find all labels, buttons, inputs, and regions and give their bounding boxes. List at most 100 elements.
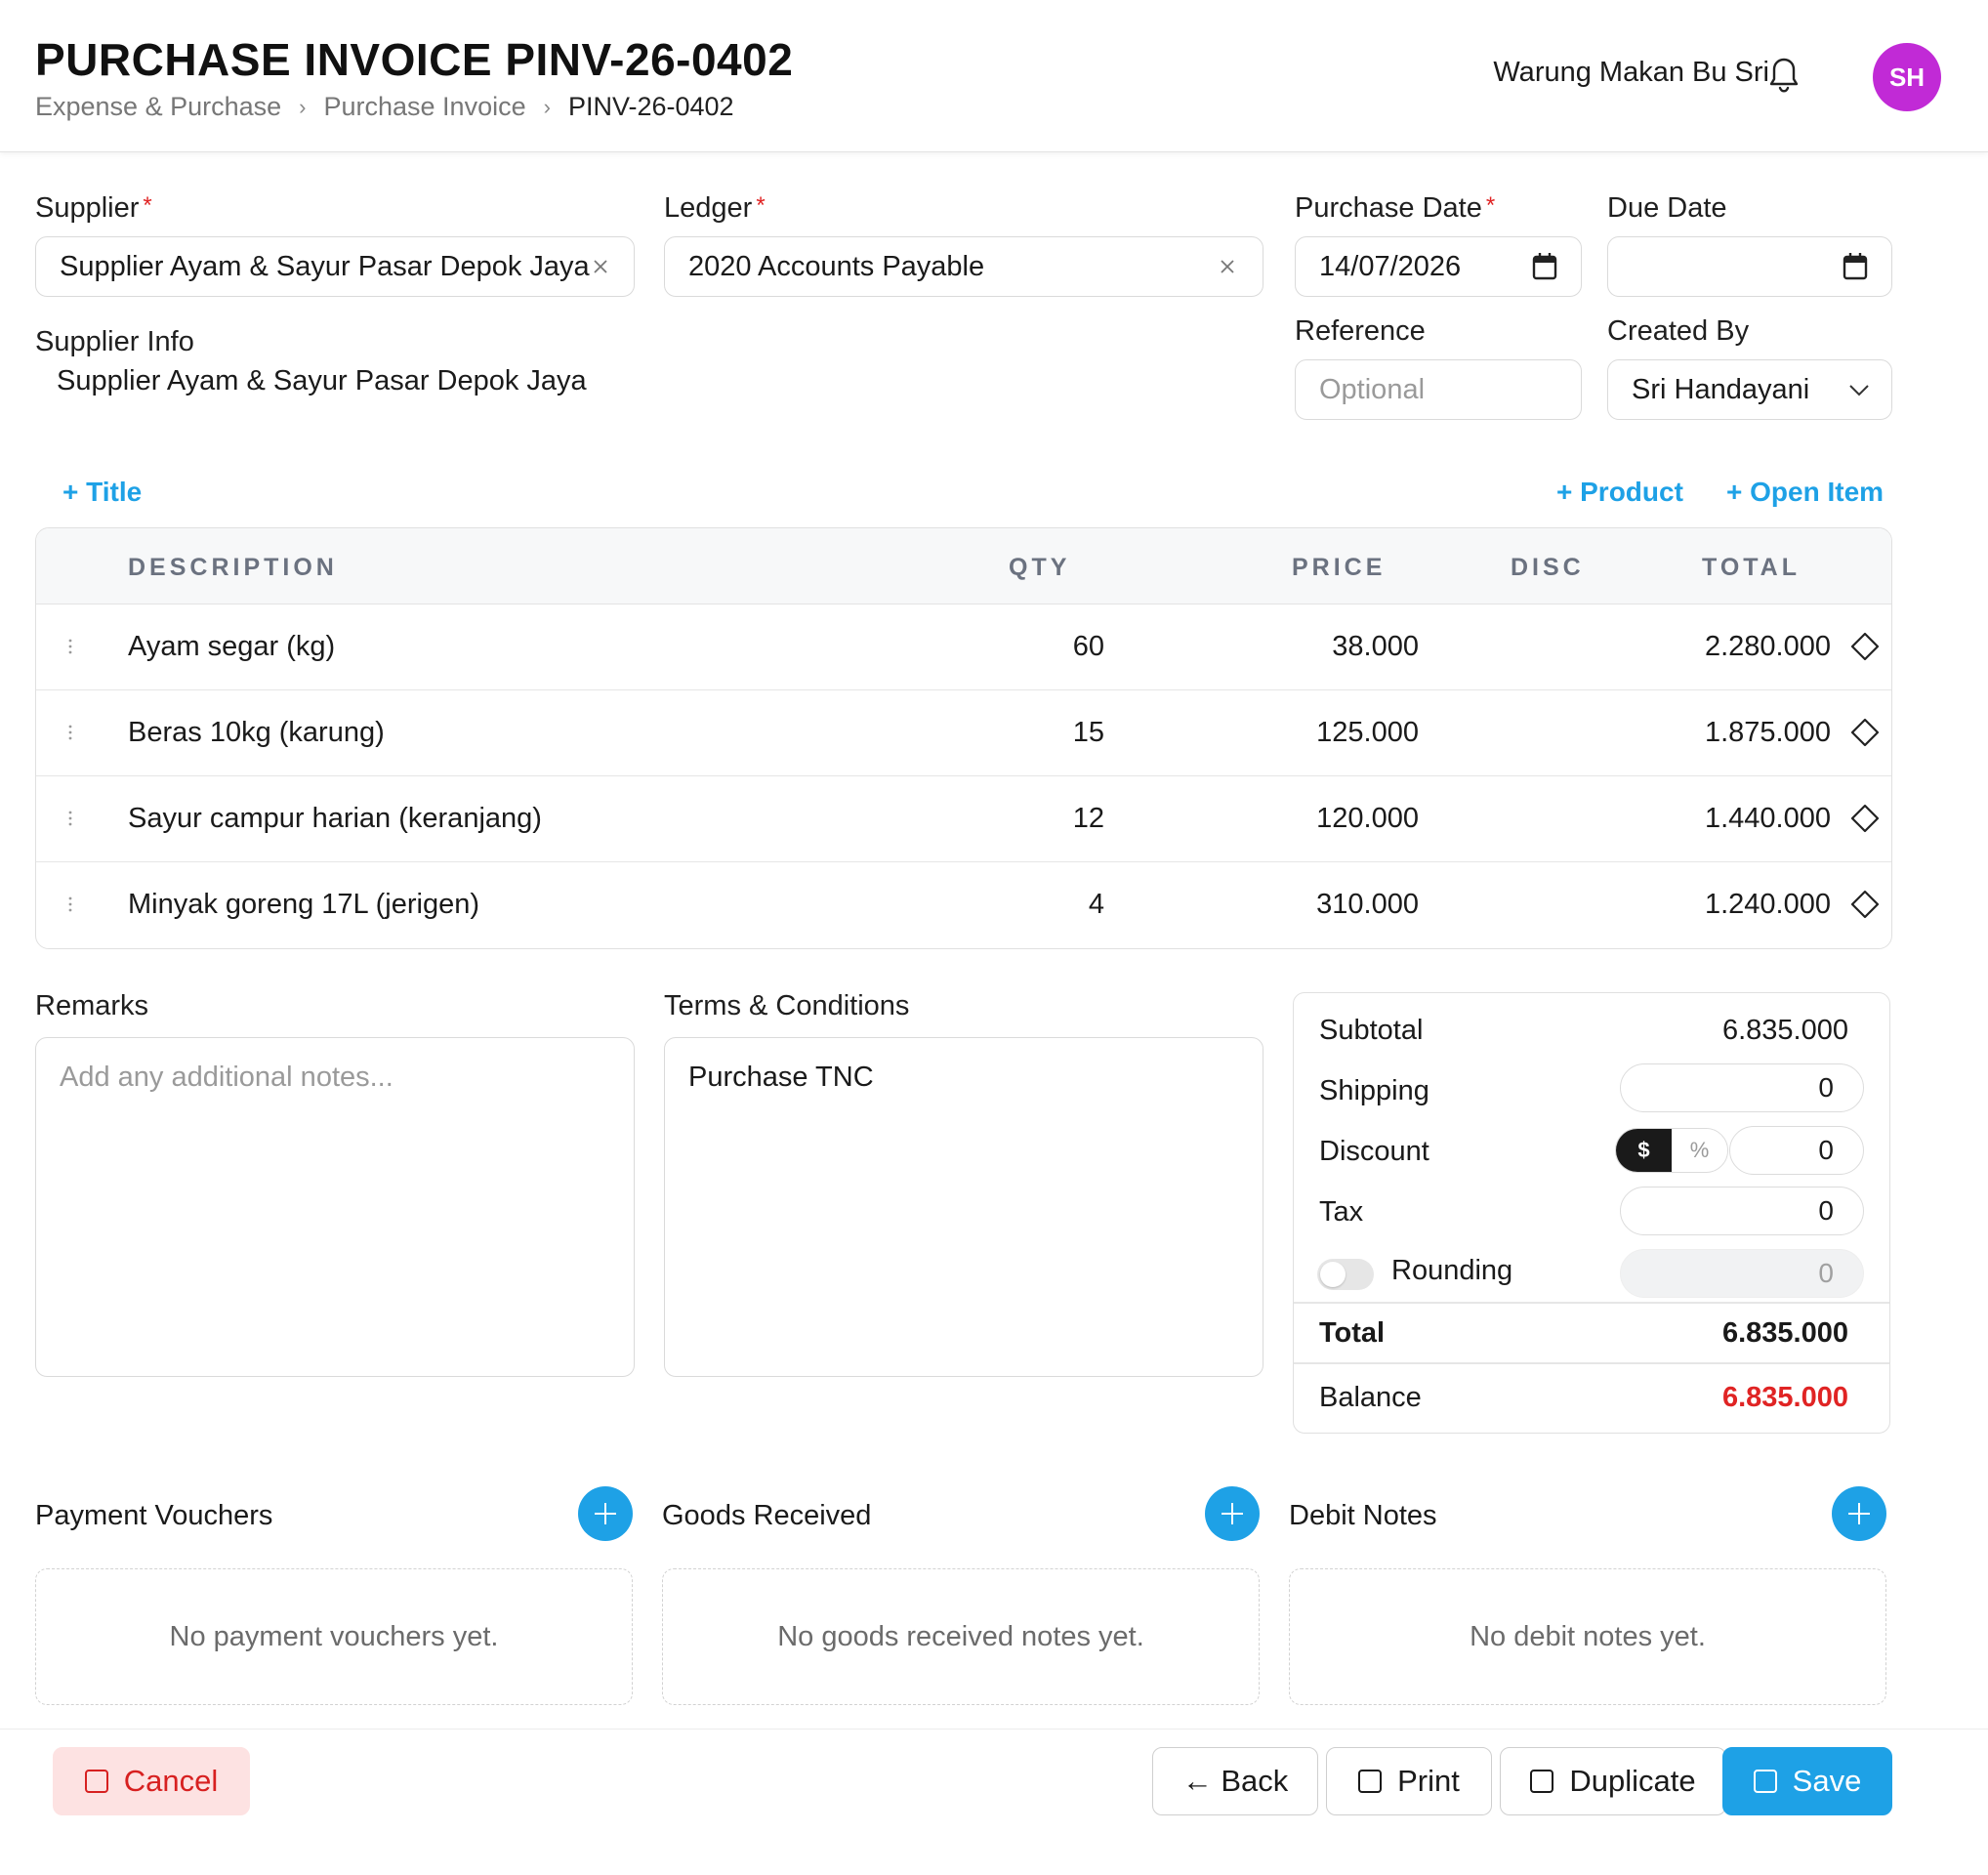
item-description[interactable]: Beras 10kg (karung) bbox=[128, 717, 385, 748]
supplier-info-label: Supplier Info bbox=[35, 326, 194, 357]
app-header: PURCHASE INVOICE PINV-26-0402 Expense & … bbox=[0, 0, 1988, 152]
drag-handle-icon[interactable] bbox=[65, 724, 75, 743]
diamond-icon[interactable] bbox=[1850, 890, 1880, 919]
ledger-label: Ledger * bbox=[664, 192, 766, 224]
item-price[interactable]: 120.000 bbox=[1316, 803, 1419, 834]
item-qty[interactable]: 12 bbox=[1072, 803, 1104, 834]
avatar[interactable]: SH bbox=[1873, 43, 1941, 111]
rounding-toggle[interactable] bbox=[1317, 1259, 1374, 1290]
item-total: 1.875.000 bbox=[1704, 717, 1831, 748]
payment-vouchers-empty: No payment vouchers yet. bbox=[35, 1568, 633, 1705]
diamond-icon[interactable] bbox=[1850, 804, 1880, 833]
supplier-label: Supplier * bbox=[35, 192, 152, 224]
chevron-down-icon bbox=[1849, 385, 1869, 396]
totals-divider bbox=[1294, 1302, 1889, 1304]
add-goods-received-button[interactable] bbox=[1205, 1486, 1260, 1541]
add-debit-note-button[interactable] bbox=[1832, 1486, 1886, 1541]
back-label: ← Back bbox=[1181, 1764, 1289, 1798]
supplier-info-value: Supplier Ayam & Sayur Pasar Depok Jaya bbox=[57, 365, 587, 396]
items-table: DESCRIPTION QTY PRICE DISC TOTAL Ayam se… bbox=[35, 527, 1892, 949]
shipping-label: Shipping bbox=[1319, 1075, 1429, 1106]
payment-vouchers-title: Payment Vouchers bbox=[35, 1500, 273, 1531]
back-button[interactable]: ← Back bbox=[1152, 1747, 1318, 1815]
shipping-input[interactable]: 0 bbox=[1620, 1063, 1864, 1112]
item-description[interactable]: Minyak goreng 17L (jerigen) bbox=[128, 889, 480, 920]
tax-input[interactable]: 0 bbox=[1620, 1187, 1864, 1235]
drag-handle-icon[interactable] bbox=[65, 896, 75, 915]
item-price[interactable]: 38.000 bbox=[1332, 631, 1419, 662]
created-by-select[interactable]: Sri Handayani bbox=[1607, 359, 1892, 420]
print-button[interactable]: Print bbox=[1326, 1747, 1492, 1815]
item-total: 1.240.000 bbox=[1704, 889, 1831, 920]
reference-label: Reference bbox=[1295, 315, 1426, 347]
table-row[interactable]: Sayur campur harian (keranjang) 12 120.0… bbox=[36, 776, 1891, 862]
ledger-select[interactable]: 2020 Accounts Payable bbox=[664, 236, 1263, 297]
item-price[interactable]: 310.000 bbox=[1316, 889, 1419, 920]
column-price: PRICE bbox=[1292, 554, 1387, 581]
save-button[interactable]: Save bbox=[1722, 1747, 1892, 1815]
debit-notes-empty: No debit notes yet. bbox=[1289, 1568, 1886, 1705]
breadcrumb-item-current: PINV-26-0402 bbox=[567, 92, 734, 121]
plus-icon bbox=[1848, 1503, 1870, 1524]
supplier-select[interactable]: Supplier Ayam & Sayur Pasar Depok Jaya bbox=[35, 236, 635, 297]
item-qty[interactable]: 4 bbox=[1088, 889, 1104, 920]
item-qty[interactable]: 15 bbox=[1072, 717, 1104, 748]
discount-input[interactable]: 0 bbox=[1729, 1126, 1864, 1175]
add-open-item-link[interactable]: + Open Item bbox=[1726, 477, 1884, 507]
reference-input[interactable]: Optional bbox=[1295, 359, 1582, 420]
cancel-button[interactable]: Cancel bbox=[53, 1747, 250, 1815]
duplicate-label: Duplicate bbox=[1569, 1764, 1696, 1798]
calendar-icon[interactable] bbox=[1841, 251, 1870, 282]
remarks-textarea[interactable]: Add any additional notes... bbox=[35, 1037, 635, 1377]
purchase-date-label: Purchase Date * bbox=[1295, 192, 1496, 224]
due-date-label: Due Date bbox=[1607, 192, 1727, 224]
breadcrumb-item-expense-purchase[interactable]: Expense & Purchase bbox=[35, 92, 282, 121]
page-title: PURCHASE INVOICE PINV-26-0402 bbox=[35, 34, 794, 85]
duplicate-button[interactable]: Duplicate bbox=[1500, 1747, 1726, 1815]
plus-icon bbox=[1222, 1503, 1243, 1524]
remarks-label: Remarks bbox=[35, 990, 149, 1021]
rounding-label: Rounding bbox=[1391, 1255, 1513, 1286]
discount-mode-toggle: $ % bbox=[1615, 1128, 1728, 1173]
add-title-link[interactable]: + Title bbox=[62, 477, 143, 507]
drag-handle-icon[interactable] bbox=[65, 638, 75, 657]
bell-icon[interactable] bbox=[1767, 56, 1801, 95]
drag-handle-icon[interactable] bbox=[65, 810, 75, 829]
goods-received-title: Goods Received bbox=[662, 1500, 872, 1531]
created-by-value: Sri Handayani bbox=[1632, 373, 1810, 405]
remarks-placeholder: Add any additional notes... bbox=[60, 1062, 393, 1093]
breadcrumb: Expense & Purchase › Purchase Invoice › … bbox=[35, 92, 734, 122]
purchase-date-field[interactable]: 14/07/2026 bbox=[1295, 236, 1582, 297]
add-product-link[interactable]: + Product bbox=[1556, 477, 1683, 507]
item-description[interactable]: Ayam segar (kg) bbox=[128, 631, 336, 662]
calendar-icon[interactable] bbox=[1530, 251, 1559, 282]
ledger-value: 2020 Accounts Payable bbox=[688, 250, 985, 282]
discount-mode-dollar[interactable]: $ bbox=[1616, 1129, 1672, 1172]
due-date-field[interactable] bbox=[1607, 236, 1892, 297]
add-payment-voucher-button[interactable] bbox=[578, 1486, 633, 1541]
debit-notes-title: Debit Notes bbox=[1289, 1500, 1437, 1531]
column-total: TOTAL bbox=[1702, 554, 1802, 581]
discount-label: Discount bbox=[1319, 1136, 1429, 1167]
table-row[interactable]: Beras 10kg (karung) 15 125.000 1.875.000 bbox=[36, 690, 1891, 776]
item-description[interactable]: Sayur campur harian (keranjang) bbox=[128, 803, 542, 834]
terms-label: Terms & Conditions bbox=[664, 990, 910, 1021]
table-row[interactable]: Minyak goreng 17L (jerigen) 4 310.000 1.… bbox=[36, 862, 1891, 948]
square-icon bbox=[84, 1770, 108, 1793]
purchase-date-value: 14/07/2026 bbox=[1319, 250, 1462, 282]
terms-textarea[interactable]: Purchase TNC bbox=[664, 1037, 1263, 1377]
item-price[interactable]: 125.000 bbox=[1316, 717, 1419, 748]
totals-divider bbox=[1294, 1362, 1889, 1364]
clear-icon[interactable] bbox=[591, 257, 610, 276]
subtotal-value: 6.835.000 bbox=[1721, 1015, 1848, 1046]
tax-label: Tax bbox=[1319, 1196, 1364, 1228]
item-qty[interactable]: 60 bbox=[1072, 631, 1104, 662]
table-row[interactable]: Ayam segar (kg) 60 38.000 2.280.000 bbox=[36, 604, 1891, 690]
diamond-icon[interactable] bbox=[1850, 718, 1880, 747]
balance-value: 6.835.000 bbox=[1721, 1382, 1848, 1413]
diamond-icon[interactable] bbox=[1850, 632, 1880, 661]
total-value: 6.835.000 bbox=[1721, 1317, 1848, 1349]
clear-icon[interactable] bbox=[1218, 257, 1237, 276]
breadcrumb-item-purchase-invoice[interactable]: Purchase Invoice bbox=[323, 92, 526, 121]
discount-mode-percent[interactable]: % bbox=[1672, 1129, 1727, 1172]
